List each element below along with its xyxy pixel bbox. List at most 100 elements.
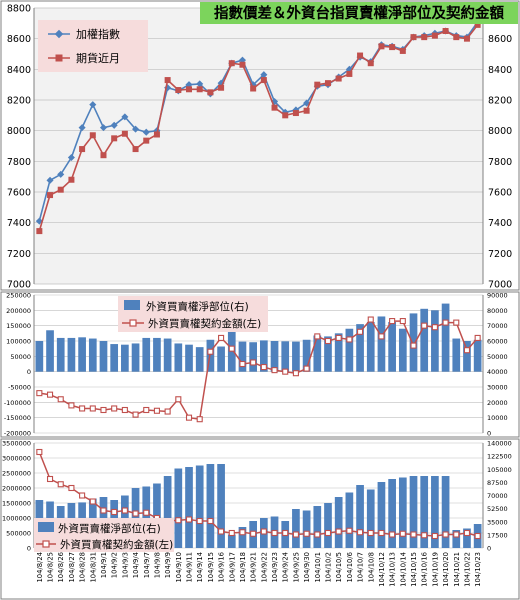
mid-bar bbox=[398, 328, 407, 372]
x-axis-date-label: 104/9/24 bbox=[282, 552, 290, 583]
bot-right-tick-label: 17500 bbox=[487, 531, 508, 539]
top-futures-point bbox=[186, 86, 193, 93]
mid-contract-point bbox=[111, 405, 118, 412]
mid-contract-point bbox=[335, 334, 342, 341]
mid-contract-point bbox=[463, 347, 471, 354]
mid-bar bbox=[78, 337, 86, 372]
bot-contract-point bbox=[282, 529, 289, 537]
mid-right-tick-label: 40000 bbox=[487, 368, 508, 376]
bot-left-tick-label: 2000000 bbox=[2, 485, 31, 493]
mid-bar bbox=[131, 343, 140, 372]
bot-contract-point bbox=[389, 531, 396, 538]
x-axis-date-label: 104/8/25 bbox=[47, 552, 55, 583]
top-futures-point bbox=[250, 85, 257, 92]
bot-contract-point bbox=[410, 531, 417, 538]
bot-bar bbox=[334, 497, 343, 548]
top-index-point bbox=[132, 125, 140, 133]
bot-right-tick-label: 122500 bbox=[487, 453, 512, 461]
top-futures-point bbox=[143, 137, 150, 144]
bot-contract-point bbox=[367, 529, 374, 537]
mid-bar bbox=[334, 333, 343, 372]
mid-bar bbox=[452, 338, 461, 372]
bot-contract-point bbox=[185, 516, 193, 523]
bot-bar bbox=[195, 465, 204, 548]
top-futures-point bbox=[282, 112, 289, 119]
bot-left-tick-label: 3000000 bbox=[2, 455, 31, 463]
top-futures-point bbox=[121, 130, 128, 137]
top-index-point bbox=[89, 101, 97, 109]
top-right-tick-label: 8200 bbox=[488, 96, 512, 107]
bot-bar bbox=[217, 464, 225, 548]
bot-contract-point bbox=[303, 530, 310, 537]
top-right-tick-label: 7800 bbox=[488, 157, 512, 168]
mid-contract-point bbox=[89, 405, 96, 412]
mid-left-tick-label: 0 bbox=[27, 368, 31, 376]
mid-bar bbox=[174, 343, 183, 372]
top-left-axis: 7000 7200 7400 7600 7800 8000 8200 8400 8600 8800 bbox=[7, 4, 35, 291]
x-axis-date-label: 104/10/2 bbox=[324, 552, 332, 583]
top-left-tick-label: 8600 bbox=[7, 34, 31, 45]
top-index-point bbox=[260, 71, 268, 79]
bot-contract-point bbox=[218, 528, 225, 535]
top-left-tick-label: 7200 bbox=[7, 249, 31, 260]
bot-contract-point bbox=[357, 529, 364, 536]
top-index-point bbox=[57, 170, 65, 178]
top-futures-point bbox=[271, 104, 278, 111]
legend-swatch-bot-marker bbox=[42, 540, 50, 548]
bot-contract-point bbox=[463, 529, 471, 537]
bot-contract-point bbox=[36, 448, 43, 456]
mid-contract-point bbox=[207, 348, 214, 355]
top-right-tick-label: 7000 bbox=[488, 280, 512, 291]
top-futures-point bbox=[196, 86, 203, 93]
mid-bar bbox=[324, 336, 332, 372]
top-futures-point bbox=[399, 47, 406, 54]
top-futures-point bbox=[378, 43, 385, 50]
top-left-tick-label: 7000 bbox=[7, 280, 31, 291]
bot-bar bbox=[324, 503, 332, 548]
x-axis-date-label: 104/9/4 bbox=[132, 552, 140, 578]
mid-right-tick-label: 80000 bbox=[487, 307, 508, 315]
mid-contract-point bbox=[164, 408, 171, 415]
mid-bar bbox=[441, 303, 450, 372]
x-axis-date-label: 104/9/23 bbox=[271, 552, 279, 583]
top-index-point bbox=[142, 128, 150, 136]
legend-swatch-mid-bar bbox=[124, 300, 140, 310]
legend-swatch-bot-bar bbox=[38, 522, 54, 532]
mid-bar bbox=[281, 341, 290, 372]
x-axis-date-label: 104/9/22 bbox=[260, 552, 268, 583]
bot-bar bbox=[174, 468, 183, 548]
top-index-point bbox=[196, 80, 204, 88]
middle-series bbox=[35, 303, 482, 423]
mid-left-tick-label: 100000 bbox=[6, 338, 31, 346]
top-index-point bbox=[78, 124, 86, 132]
top-right-tick-label: 8000 bbox=[488, 126, 512, 137]
mid-bar bbox=[217, 346, 225, 372]
bot-contract-point bbox=[143, 509, 150, 516]
chart-title: 指數價差＆外資台指買賣權淨部位及契約金額 bbox=[200, 2, 518, 24]
x-axis-date-label: 104/10/12 bbox=[378, 552, 386, 587]
x-axis-date-label: 104/10/15 bbox=[410, 552, 418, 587]
legend-label-index: 加權指數 bbox=[76, 27, 120, 41]
bot-bar bbox=[206, 464, 215, 548]
bot-left-tick-label: 2500000 bbox=[2, 470, 31, 478]
mid-contract-point bbox=[100, 406, 107, 414]
bot-contract-point bbox=[239, 529, 246, 536]
bot-bar bbox=[398, 477, 407, 548]
bot-contract-point bbox=[57, 481, 64, 488]
bot-bar bbox=[356, 485, 364, 548]
mid-right-tick-label: 30000 bbox=[487, 384, 508, 392]
legend-label-mid-bar: 外資買賣權淨部位(右) bbox=[146, 300, 249, 313]
top-futures-point bbox=[421, 34, 428, 41]
mid-contract-point bbox=[79, 405, 86, 412]
x-axis-date-label: 104/9/8 bbox=[153, 552, 161, 578]
mid-bar bbox=[259, 340, 268, 372]
bot-right-tick-label: 35000 bbox=[487, 518, 508, 526]
top-right-tick-label: 8400 bbox=[488, 65, 512, 76]
bot-bar bbox=[452, 530, 461, 548]
bot-bar bbox=[345, 492, 354, 548]
bot-bar bbox=[238, 527, 247, 548]
mid-contract-point bbox=[68, 402, 75, 409]
bot-contract-point bbox=[89, 498, 96, 505]
mid-bar bbox=[142, 337, 151, 372]
